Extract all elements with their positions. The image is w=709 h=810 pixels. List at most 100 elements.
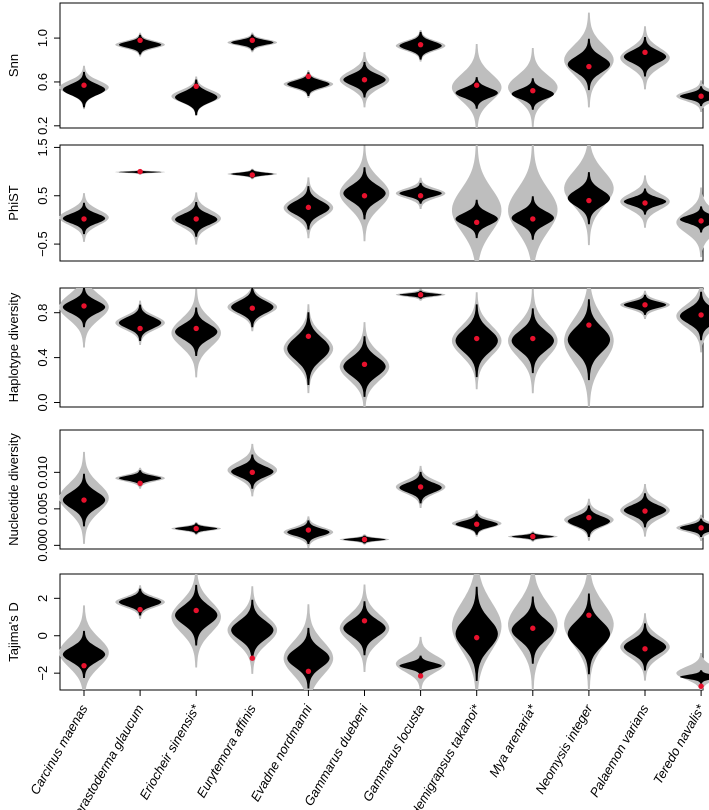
violin-9 xyxy=(508,574,558,690)
violin-5 xyxy=(283,516,334,548)
observed-value-point xyxy=(249,305,255,311)
observed-distribution-violin xyxy=(287,312,330,385)
observed-value-point xyxy=(193,216,199,222)
violin-10 xyxy=(564,498,614,541)
observed-value-point xyxy=(193,525,199,532)
violin-3 xyxy=(171,192,221,245)
panel-3: 0.0 0.4 0.8 Haplotype diversity xyxy=(6,287,709,412)
y-tick-label: 0.2 xyxy=(35,117,50,135)
violin-2 xyxy=(115,467,165,489)
observed-value-point xyxy=(81,303,87,309)
observed-value-point xyxy=(81,662,87,669)
observed-distribution-violin xyxy=(118,304,162,341)
observed-distribution-violin xyxy=(567,593,611,675)
violin-11 xyxy=(620,613,670,681)
observed-value-point xyxy=(193,325,199,332)
observed-value-point xyxy=(530,216,536,222)
observed-distribution-violin xyxy=(62,630,106,678)
observed-value-point xyxy=(530,533,536,540)
observed-value-point xyxy=(361,618,368,624)
observed-value-point xyxy=(474,82,480,88)
violin-7 xyxy=(395,465,446,508)
observed-distribution-violin xyxy=(118,470,162,487)
y-tick-label: 2 xyxy=(35,595,50,602)
observed-value-point xyxy=(137,606,143,613)
observed-value-point xyxy=(81,82,87,88)
observed-value-point xyxy=(81,216,87,222)
observed-distribution-violin xyxy=(175,307,218,356)
panel-frame xyxy=(59,573,704,691)
y-tick-label: 0 xyxy=(35,632,50,639)
observed-value-point xyxy=(417,193,424,199)
observed-distribution-violin xyxy=(623,37,667,77)
observed-value-point xyxy=(642,49,648,56)
observed-distribution-violin xyxy=(287,72,330,96)
x-tick-label: Teredo navalis* xyxy=(650,701,708,787)
violin-1 xyxy=(59,451,109,544)
observed-distribution-violin xyxy=(679,670,709,684)
violin-8 xyxy=(452,145,502,261)
observed-distribution-violin xyxy=(567,299,611,381)
panel-5: −2 0 2 Tajima's D xyxy=(6,573,709,691)
panel-frame xyxy=(59,2,704,129)
y-tick-label: 1.5 xyxy=(35,138,50,156)
observed-value-point xyxy=(530,335,536,342)
observed-value-point xyxy=(586,612,592,618)
observed-value-point xyxy=(305,527,312,533)
violin-11 xyxy=(620,175,670,228)
observed-distribution-violin xyxy=(455,77,498,109)
violin-8 xyxy=(451,574,502,690)
observed-value-point xyxy=(474,634,480,641)
observed-distribution-violin xyxy=(175,79,218,116)
observed-value-point xyxy=(249,655,255,661)
y-tick-label: 0.0 xyxy=(35,393,50,411)
violin-9 xyxy=(508,145,558,261)
violin-3 xyxy=(171,76,221,116)
observed-value-point xyxy=(698,218,704,224)
y-tick-label: 1.0 xyxy=(35,29,50,47)
x-tick-label: Palaemon varians xyxy=(587,702,652,800)
violin-5 xyxy=(283,70,334,98)
observed-distribution-violin xyxy=(679,291,709,341)
violin-3 xyxy=(171,522,221,536)
null-distribution-violin xyxy=(676,653,709,690)
violin-6 xyxy=(339,52,390,108)
observed-distribution-violin xyxy=(679,518,709,537)
violin-2 xyxy=(115,300,165,345)
violin-5 xyxy=(283,304,334,394)
panel-frame xyxy=(59,287,704,408)
violin-5 xyxy=(283,604,334,690)
violin-7 xyxy=(395,177,446,209)
panel-1: 0.2 0.6 1.0 Snn xyxy=(6,2,709,135)
observed-distribution-violin xyxy=(511,78,554,110)
observed-distribution-violin xyxy=(175,584,218,646)
observed-value-point xyxy=(249,469,255,476)
y-tick-label: 0.8 xyxy=(35,304,50,322)
violin-5 xyxy=(283,177,334,239)
observed-distribution-violin xyxy=(62,71,106,108)
observed-value-point xyxy=(193,83,199,90)
x-tick-label: Mya arenaria* xyxy=(486,701,540,779)
x-tick-label: Eurytemora affinis xyxy=(194,702,260,801)
observed-value-point xyxy=(249,37,255,43)
observed-distribution-violin xyxy=(399,655,442,676)
violin-1 xyxy=(59,605,109,690)
observed-value-point xyxy=(361,536,368,543)
y-tick-label: 0.4 xyxy=(35,349,50,367)
violin-4 xyxy=(227,32,278,53)
x-tick-label: Gammarus locusta xyxy=(360,702,428,804)
panel-2: −0.5 0.5 1.5 PhiST xyxy=(6,138,709,262)
observed-value-point xyxy=(698,312,704,318)
observed-value-point xyxy=(361,77,368,83)
observed-distribution-violin xyxy=(679,86,709,107)
observed-value-point xyxy=(137,168,143,175)
violin-9 xyxy=(508,48,558,127)
violin-2 xyxy=(115,585,165,619)
observed-value-point xyxy=(474,219,480,226)
violin-3 xyxy=(171,574,221,668)
observed-value-point xyxy=(474,521,480,527)
violin-1 xyxy=(59,288,109,348)
observed-value-point xyxy=(642,508,648,514)
